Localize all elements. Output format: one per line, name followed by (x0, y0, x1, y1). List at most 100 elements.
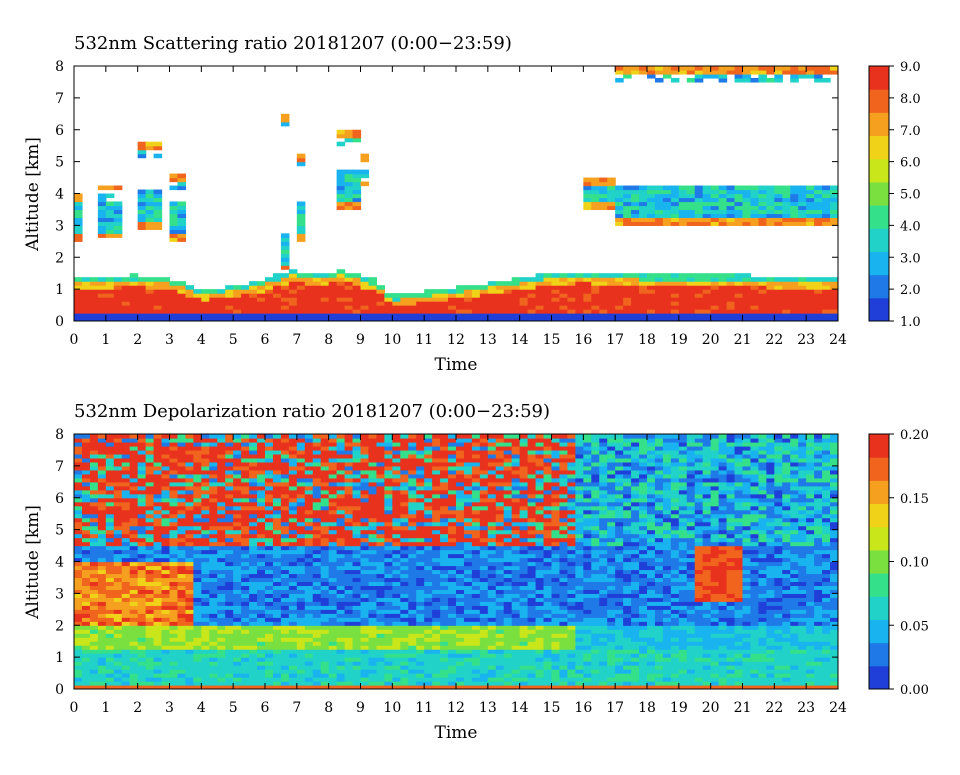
heatmap-cell (154, 665, 163, 670)
heatmap-cell (249, 653, 258, 658)
heatmap-cell (265, 277, 274, 282)
heatmap-cell (512, 309, 521, 314)
heatmap-cell (74, 550, 83, 555)
heatmap-cell (146, 301, 155, 306)
heatmap-cell (822, 209, 831, 214)
heatmap-cell (281, 597, 290, 602)
heatmap-cell (353, 466, 362, 471)
heatmap-cell (281, 118, 290, 123)
heatmap-cell (177, 442, 186, 447)
heatmap-cell (82, 542, 91, 547)
heatmap-cell (313, 458, 322, 463)
heatmap-cell (225, 577, 234, 582)
heatmap-cell (663, 74, 672, 79)
heatmap-cell (225, 558, 234, 563)
heatmap-cell (114, 221, 123, 226)
heatmap-cell (225, 438, 234, 443)
heatmap-cell (249, 641, 258, 646)
heatmap-cell (400, 661, 409, 666)
heatmap-cell (679, 313, 688, 318)
heatmap-cell (146, 446, 155, 451)
heatmap-cell (639, 201, 648, 206)
heatmap-cell (106, 518, 115, 523)
heatmap-cell (464, 589, 473, 594)
heatmap-cell (106, 486, 115, 491)
heatmap-cell (305, 633, 314, 638)
heatmap-cell (114, 669, 123, 674)
heatmap-cell (408, 458, 417, 463)
heatmap-cell (281, 273, 290, 278)
heatmap-cell (814, 217, 823, 222)
heatmap-cell (209, 601, 218, 606)
x-tick-label: 3 (165, 332, 174, 348)
heatmap-cell (130, 482, 139, 487)
heatmap-cell (313, 502, 322, 507)
heatmap-cell (257, 577, 266, 582)
heatmap-cell (98, 510, 107, 515)
heatmap-cell (146, 486, 155, 491)
heatmap-cell (154, 446, 163, 451)
heatmap-cell (830, 277, 839, 282)
heatmap-cell (448, 637, 457, 642)
heatmap-cell (464, 673, 473, 678)
heatmap-cell (209, 297, 218, 302)
heatmap-cell (289, 565, 298, 570)
heatmap-cell (790, 197, 799, 202)
heatmap-cell (122, 538, 131, 543)
heatmap-cell (297, 597, 306, 602)
heatmap-cell (122, 637, 131, 642)
heatmap-cell (201, 486, 210, 491)
heatmap-cell (631, 301, 640, 306)
heatmap-cell (162, 438, 171, 443)
heatmap-cell (146, 518, 155, 523)
heatmap-cell (655, 66, 664, 71)
heatmap-cell (424, 669, 433, 674)
heatmap-cell (790, 289, 799, 294)
heatmap-cell (392, 562, 401, 567)
heatmap-cell (162, 633, 171, 638)
heatmap-cell (814, 209, 823, 214)
heatmap-cell (249, 661, 258, 666)
heatmap-cell (400, 657, 409, 662)
heatmap-cell (241, 569, 250, 574)
heatmap-cell (416, 625, 425, 630)
heatmap-cell (305, 522, 314, 527)
heatmap-cell (639, 221, 648, 226)
heatmap-cell (424, 645, 433, 650)
heatmap-cell (225, 585, 234, 590)
heatmap-cell (217, 677, 226, 682)
heatmap-cell (122, 518, 131, 523)
heatmap-cell (814, 186, 823, 191)
heatmap-cell (225, 681, 234, 686)
heatmap-cell (806, 293, 815, 298)
heatmap-cell (82, 569, 91, 574)
heatmap-cell (170, 494, 179, 499)
heatmap-cell (337, 466, 346, 471)
heatmap-cell (472, 293, 481, 298)
heatmap-cell (265, 454, 274, 459)
heatmap-cell (400, 669, 409, 674)
heatmap-cell (599, 309, 608, 314)
heatmap-cell (122, 617, 131, 622)
heatmap-cell (337, 446, 346, 451)
heatmap-cell (544, 297, 553, 302)
heatmap-cell (679, 285, 688, 290)
heatmap-cell (361, 434, 370, 439)
heatmap-cell (368, 305, 377, 310)
heatmap-cell (185, 442, 194, 447)
heatmap-cell (456, 641, 465, 646)
heatmap-cell (376, 522, 385, 527)
heatmap-cell (209, 673, 218, 678)
heatmap-cell (337, 585, 346, 590)
heatmap-cell (345, 482, 354, 487)
heatmap-cell (552, 281, 561, 286)
heatmap-cell (408, 605, 417, 610)
heatmap-cell (138, 645, 147, 650)
heatmap-cell (193, 554, 202, 559)
heatmap-cell (273, 625, 282, 630)
heatmap-cell (679, 205, 688, 210)
heatmap-cell (464, 641, 473, 646)
heatmap-cell (90, 494, 99, 499)
heatmap-cell (329, 281, 338, 286)
heatmap-cell (567, 293, 576, 298)
